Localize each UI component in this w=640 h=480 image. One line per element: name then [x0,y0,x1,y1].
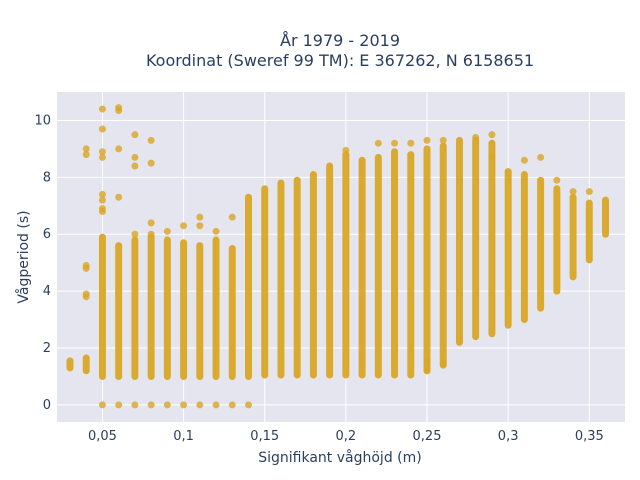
data-point [407,139,415,147]
x-tick-label: 0,1 [173,429,194,444]
data-point [472,134,480,142]
data-point [147,219,155,227]
data-point [180,401,188,409]
y-tick-label: 0 [43,398,51,413]
y-tick-label: 2 [43,341,51,356]
data-point [228,401,236,409]
data-point [391,139,399,147]
data-points [66,104,610,409]
data-point [98,190,106,198]
data-point [147,136,155,144]
data-point [115,145,123,153]
data-point [423,367,431,375]
data-point [98,105,106,113]
data-point [98,125,106,133]
data-point [98,401,106,409]
data-point [439,360,447,368]
x-tick-label: 0,25 [413,429,442,444]
data-point [374,139,382,147]
data-point [439,136,447,144]
data-point [212,401,220,409]
data-point [520,156,528,164]
y-tick-label: 8 [43,170,51,185]
data-point [569,188,577,196]
data-point [115,401,123,409]
data-point [98,196,106,204]
data-point [98,207,106,215]
data-point [82,145,90,153]
data-point [82,293,90,301]
data-point [131,162,139,170]
data-point [488,131,496,139]
x-tick-label: 0,05 [88,429,117,444]
data-point [423,136,431,144]
data-point [147,230,155,238]
data-point [131,230,139,238]
data-point [228,213,236,221]
data-point [163,227,171,235]
data-point [131,401,139,409]
data-point [585,188,593,196]
data-point [131,131,139,139]
data-point [553,176,561,184]
x-tick-labels: 0,05 0,1 0,15 0,2 0,25 0,3 0,35 [88,429,604,444]
data-point [196,213,204,221]
data-point [147,159,155,167]
data-point [98,148,106,156]
x-tick-label: 0,3 [498,429,519,444]
y-tick-label: 10 [34,113,51,128]
data-point [196,222,204,230]
y-tick-label: 6 [43,227,51,242]
x-tick-label: 0,35 [575,429,604,444]
data-point [131,153,139,161]
data-point [488,153,496,161]
x-tick-label: 0,2 [336,429,357,444]
data-point [196,401,204,409]
y-tick-label: 4 [43,284,51,299]
data-point [82,151,90,159]
data-point [98,153,106,161]
data-point [537,153,545,161]
data-point [147,401,155,409]
chart-title-line-1: År 1979 - 2019 [280,31,400,50]
chart-title-line-2: Koordinat (Sweref 99 TM): E 367262, N 61… [146,51,534,70]
data-point [115,106,123,114]
data-point [342,146,350,154]
y-axis-label: Vågperiod (s) [15,210,32,303]
x-tick-label: 0,15 [250,429,279,444]
data-point [82,264,90,272]
data-point [244,401,252,409]
data-point [180,222,188,230]
y-tick-labels: 0 2 4 6 8 10 [34,113,51,412]
data-point [115,193,123,201]
x-axis-label: Signifikant våghöjd (m) [258,449,421,466]
data-point [212,227,220,235]
data-point [423,358,431,366]
data-point [163,401,171,409]
